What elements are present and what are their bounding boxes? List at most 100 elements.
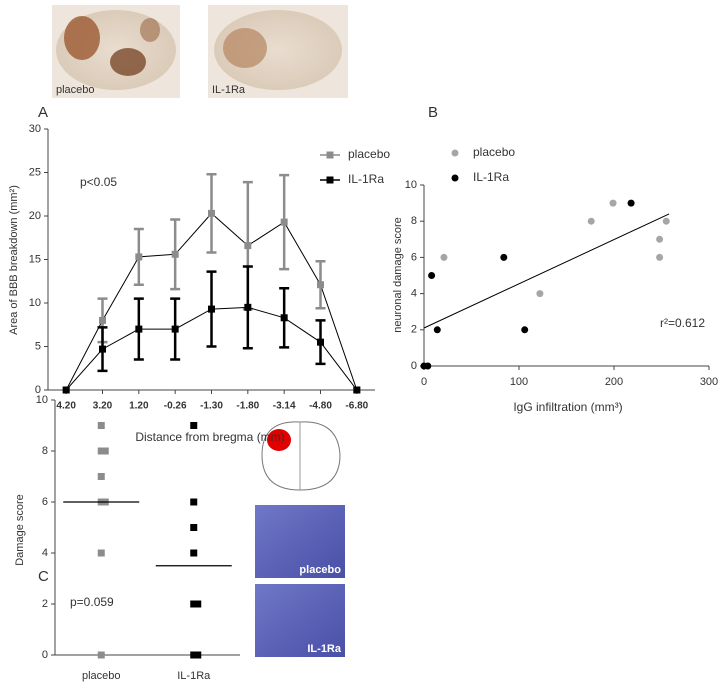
data-point xyxy=(428,272,436,279)
data-point xyxy=(536,290,544,298)
data-point xyxy=(353,386,361,394)
photo-label: placebo xyxy=(56,84,95,96)
y-tick-label: 30 xyxy=(29,123,41,135)
data-point xyxy=(440,253,448,261)
x-tick-label: -0.26 xyxy=(164,401,187,412)
y-tick-label: 6 xyxy=(411,251,417,263)
data-point xyxy=(433,326,441,334)
data-point xyxy=(587,217,595,225)
data-point xyxy=(280,314,288,322)
x-axis-label: Distance from bregma (mm) xyxy=(135,430,284,444)
y-tick-label: 2 xyxy=(42,598,48,610)
y-axis-label: Area of BBB breakdown (mm²) xyxy=(8,185,20,335)
y-tick-label: 8 xyxy=(411,215,417,227)
data-point xyxy=(62,386,70,394)
legend-label: IL-1Ra xyxy=(473,170,509,184)
panel-label: A xyxy=(38,104,48,121)
y-tick-label: 10 xyxy=(29,297,41,309)
y-tick-label: 20 xyxy=(29,210,41,222)
data-point xyxy=(194,651,202,659)
y-tick-label: 4 xyxy=(42,547,48,559)
data-point xyxy=(194,600,202,608)
data-point xyxy=(244,242,252,250)
brain-photo-il1ra xyxy=(208,5,348,98)
data-point xyxy=(97,447,105,455)
x-tick-label: -3.14 xyxy=(273,401,296,412)
data-point xyxy=(171,325,179,333)
y-axis-label: Damage score xyxy=(14,494,26,566)
x-axis-label: IgG infiltration (mm³) xyxy=(513,400,622,414)
micrograph-label: IL-1Ra xyxy=(307,643,342,655)
x-tick-label: 300 xyxy=(700,376,718,388)
data-point xyxy=(135,253,143,261)
y-tick-label: 4 xyxy=(411,288,417,300)
legend-label: placebo xyxy=(473,145,515,159)
data-point xyxy=(101,447,109,455)
data-point xyxy=(99,316,106,324)
panel-label: B xyxy=(428,104,438,121)
annotation: p<0.05 xyxy=(80,175,117,189)
data-point xyxy=(208,209,215,217)
data-point xyxy=(662,217,670,225)
legend-label: IL-1Ra xyxy=(348,172,384,186)
micrograph xyxy=(255,505,345,578)
data-point xyxy=(97,549,105,557)
x-tick-label: IL-1Ra xyxy=(177,670,211,682)
data-point xyxy=(190,651,198,659)
data-point xyxy=(424,362,432,370)
y-axis-label: neuronal damage score xyxy=(392,217,404,333)
y-tick-label: 0 xyxy=(411,360,417,372)
micrograph xyxy=(255,584,345,657)
y-tick-label: 5 xyxy=(35,340,41,352)
x-tick-label: -1.80 xyxy=(236,401,259,412)
y-tick-label: 0 xyxy=(42,649,48,661)
brain-photo-placebo xyxy=(52,5,180,98)
y-tick-label: 0 xyxy=(35,384,41,396)
x-tick-label: 4.20 xyxy=(56,401,76,412)
x-tick-label: 0 xyxy=(421,376,427,388)
x-tick-label: -6.80 xyxy=(345,401,368,412)
data-point xyxy=(317,281,324,289)
data-point xyxy=(190,549,198,557)
data-point xyxy=(97,473,105,480)
legend-marker xyxy=(326,151,334,159)
data-point xyxy=(656,253,664,261)
legend-marker xyxy=(326,176,334,184)
x-tick-label: -1.30 xyxy=(200,401,223,412)
regression-line xyxy=(423,213,670,329)
data-point xyxy=(656,235,664,243)
x-tick-label: placebo xyxy=(82,670,121,682)
data-point xyxy=(627,199,635,207)
data-point xyxy=(190,524,198,531)
micrograph-label: placebo xyxy=(299,564,341,576)
data-point xyxy=(521,326,529,334)
data-point xyxy=(280,218,288,226)
data-point xyxy=(190,422,198,429)
y-tick-label: 6 xyxy=(42,496,48,508)
data-point xyxy=(97,422,105,429)
y-tick-label: 15 xyxy=(29,253,41,265)
x-tick-label: -4.80 xyxy=(309,401,332,412)
annotation: p=0.059 xyxy=(70,595,114,609)
panel-label: C xyxy=(38,568,49,585)
data-point xyxy=(317,338,324,346)
y-tick-label: 25 xyxy=(29,166,41,178)
y-tick-label: 8 xyxy=(42,445,48,457)
data-point xyxy=(135,325,143,333)
brain-atlas-diagram xyxy=(255,415,345,500)
data-point xyxy=(244,303,252,311)
legend-marker xyxy=(451,174,459,182)
y-tick-label: 10 xyxy=(405,179,417,191)
annotation: r²=0.612 xyxy=(660,316,705,330)
y-tick-label: 10 xyxy=(36,394,48,406)
data-point xyxy=(99,345,106,353)
legend-marker xyxy=(451,149,459,157)
data-point xyxy=(500,253,508,261)
x-tick-label: 3.20 xyxy=(93,401,113,412)
y-tick-label: 2 xyxy=(411,324,417,336)
data-point xyxy=(171,250,179,258)
data-point xyxy=(208,305,215,313)
data-point xyxy=(609,199,617,207)
data-point xyxy=(97,651,105,659)
